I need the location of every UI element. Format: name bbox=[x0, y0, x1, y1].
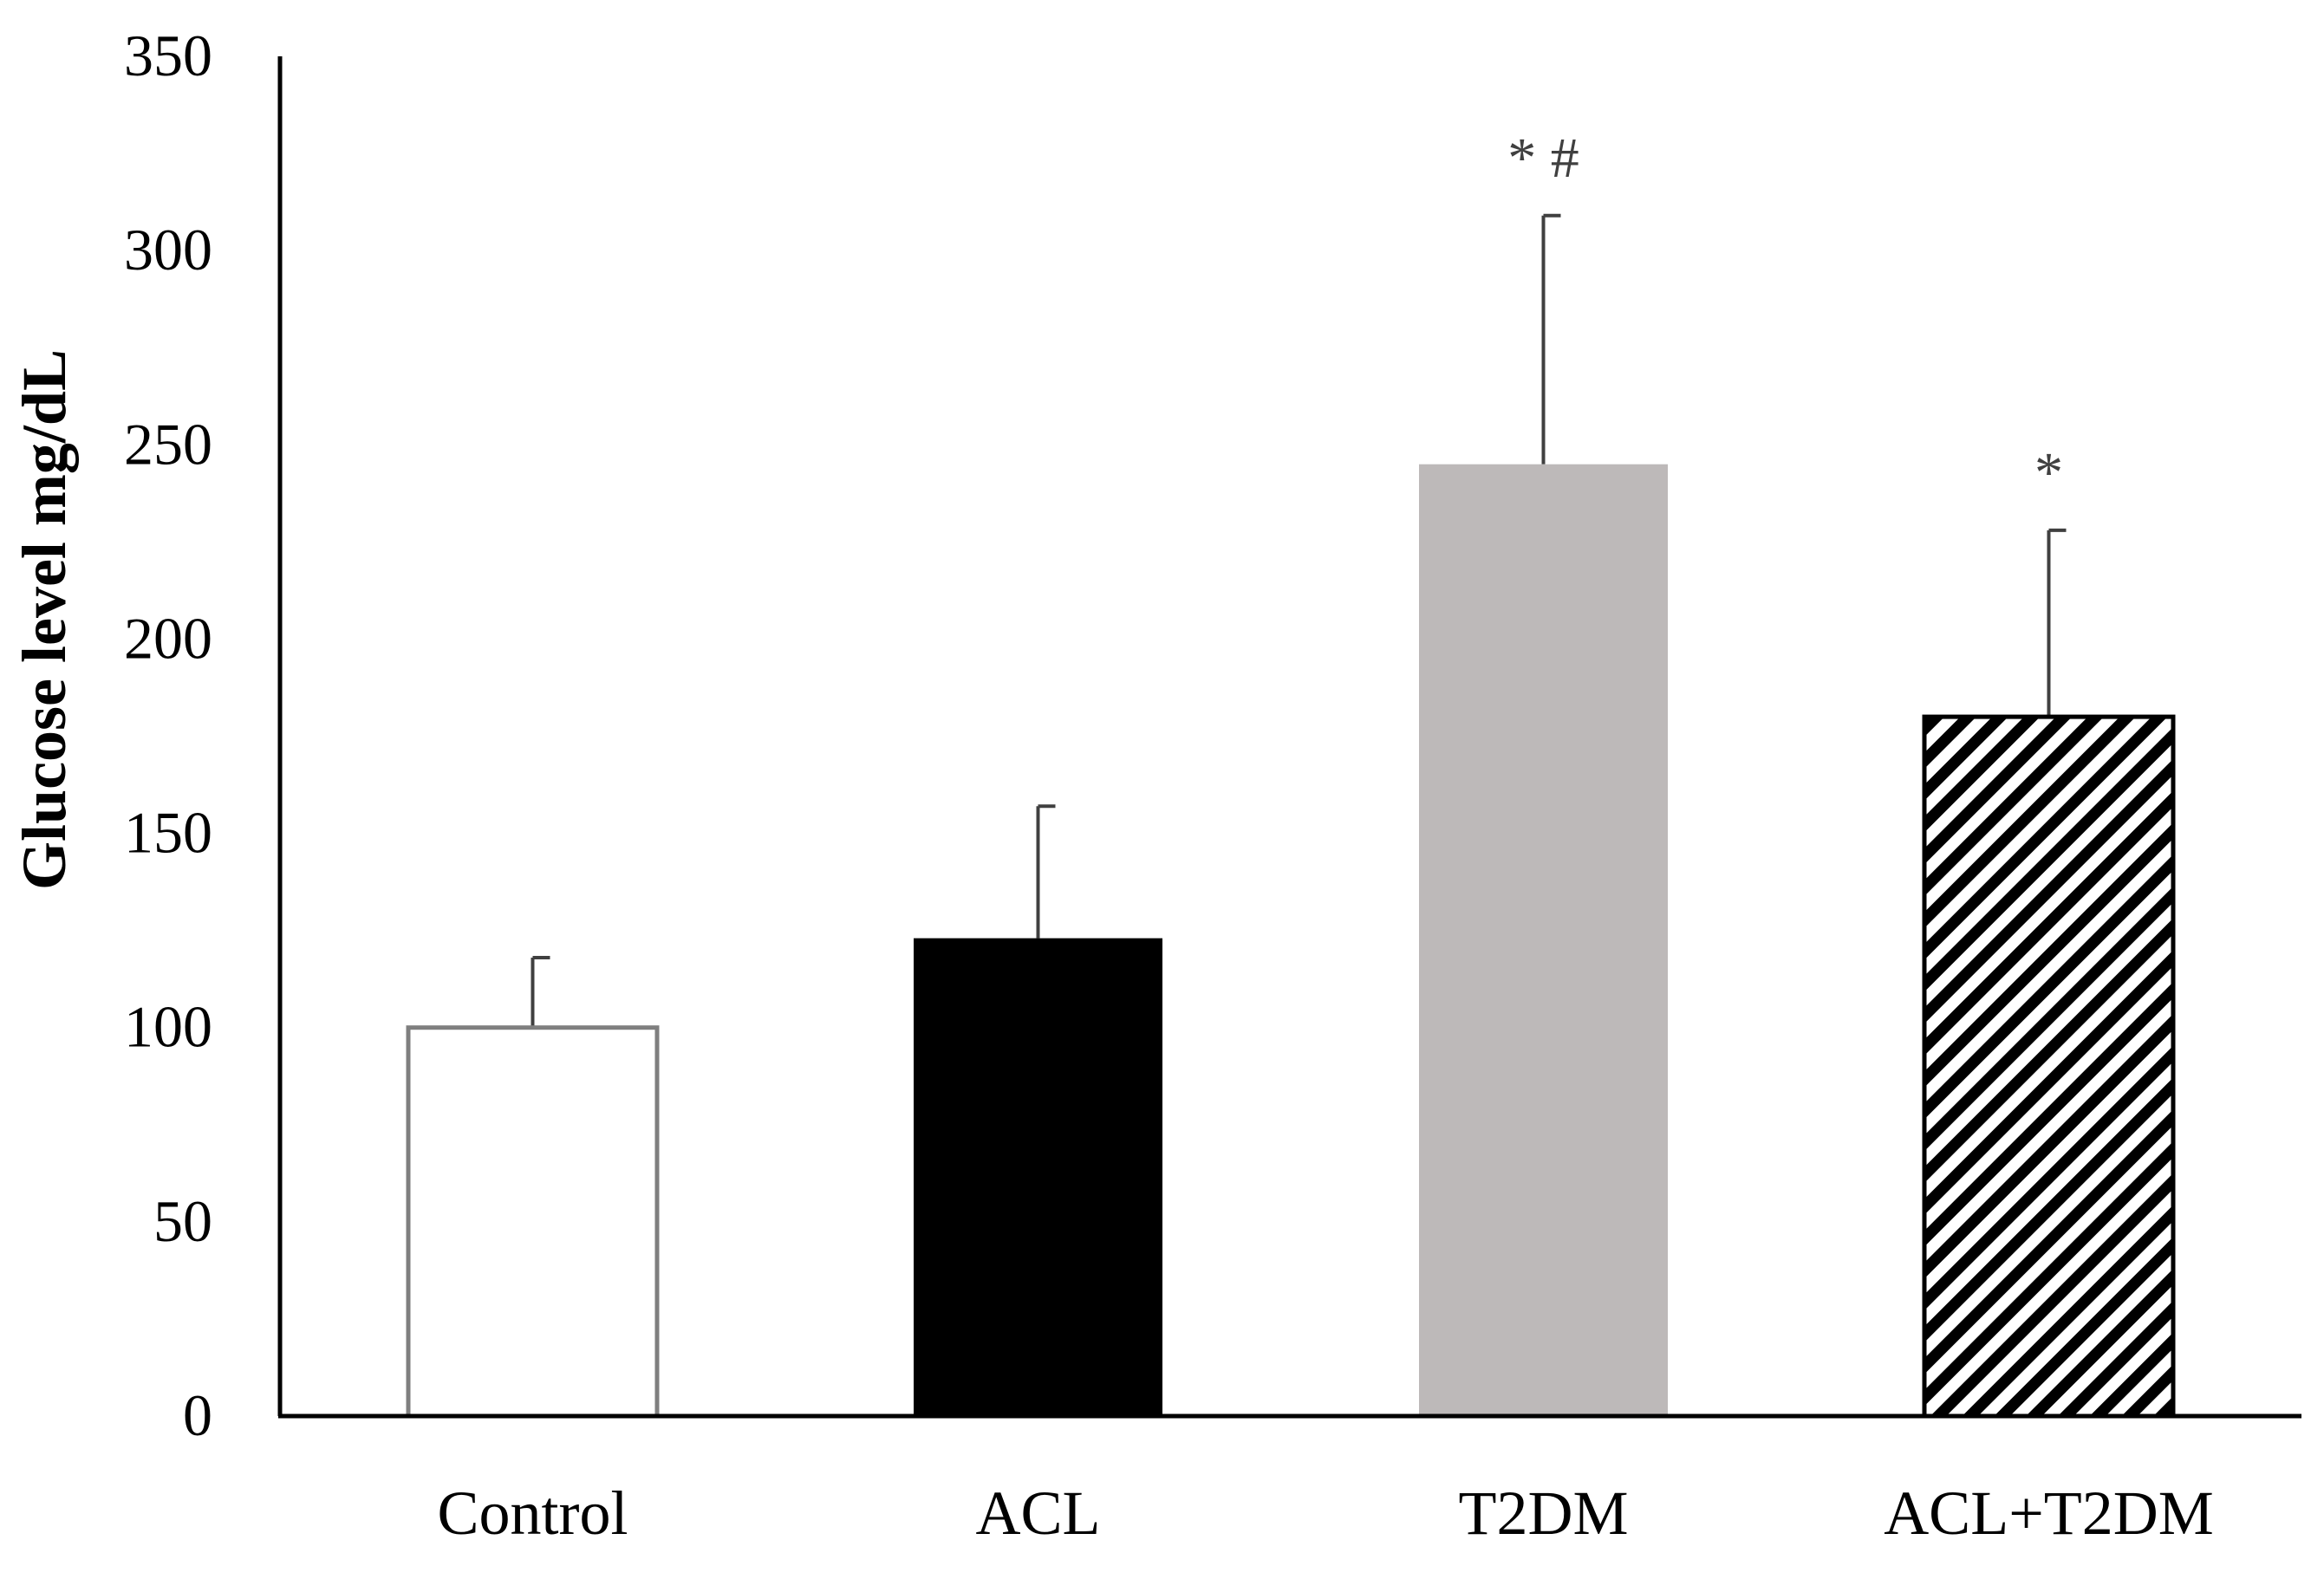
y-axis-label: Glucose level mg/dL bbox=[10, 349, 79, 890]
bar-acl bbox=[914, 938, 1162, 1416]
bar-t2dm bbox=[1419, 464, 1668, 1417]
x-category-labels: Control ACL T2DM ACL+T2DM bbox=[437, 1478, 2213, 1548]
y-tick-label: 0 bbox=[183, 1382, 212, 1448]
x-category-label: ACL+T2DM bbox=[1884, 1478, 2214, 1548]
error-bars bbox=[531, 213, 2067, 1028]
bar-acl-t2dm bbox=[1922, 714, 2176, 1419]
y-tick-label: 150 bbox=[124, 800, 212, 866]
x-category-label: ACL bbox=[976, 1478, 1101, 1548]
y-tick-label: 300 bbox=[124, 217, 212, 283]
y-tick-label: 50 bbox=[153, 1188, 212, 1254]
x-category-label: T2DM bbox=[1459, 1478, 1629, 1548]
bar-control bbox=[406, 1025, 660, 1419]
y-tick-label: 200 bbox=[124, 605, 212, 671]
significance-annotations: * # * bbox=[1507, 127, 2063, 504]
y-tick-label: 250 bbox=[124, 411, 212, 477]
significance-annotation: * # bbox=[1507, 127, 1579, 190]
significance-annotation: * bbox=[2034, 441, 2063, 504]
bars bbox=[406, 464, 2176, 1419]
y-tick-labels: 0 50 100 150 200 250 300 350 bbox=[124, 23, 212, 1448]
y-tick-label: 350 bbox=[124, 23, 212, 88]
y-tick-label: 100 bbox=[124, 994, 212, 1060]
x-category-label: Control bbox=[437, 1478, 628, 1548]
